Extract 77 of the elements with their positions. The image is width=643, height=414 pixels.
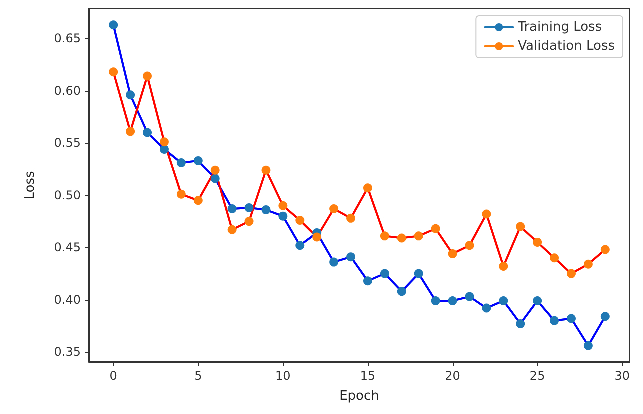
point xyxy=(431,296,440,306)
point xyxy=(244,217,254,226)
y-tick-label: 0.55 xyxy=(54,136,81,150)
point xyxy=(516,222,526,232)
point xyxy=(431,224,440,234)
point xyxy=(160,138,169,147)
x-tick-label: 20 xyxy=(445,369,460,383)
point xyxy=(448,296,458,306)
point xyxy=(210,166,220,175)
point xyxy=(160,144,169,154)
point xyxy=(584,341,593,350)
point xyxy=(465,292,474,302)
point xyxy=(346,214,356,223)
point xyxy=(600,312,610,322)
point xyxy=(550,254,560,263)
point xyxy=(380,269,390,278)
point xyxy=(533,296,542,306)
point xyxy=(414,269,424,278)
y-tick-label: 0.40 xyxy=(54,292,81,307)
point xyxy=(194,196,203,206)
point xyxy=(567,269,576,278)
point xyxy=(126,127,136,136)
point xyxy=(262,206,271,215)
point xyxy=(465,241,474,250)
point xyxy=(228,225,237,234)
point xyxy=(600,245,610,254)
point xyxy=(448,249,458,258)
point xyxy=(126,90,136,100)
point xyxy=(363,184,372,193)
point xyxy=(414,232,424,241)
point xyxy=(228,204,237,214)
y-tick-label: 0.50 xyxy=(54,188,81,202)
point xyxy=(194,156,203,166)
point xyxy=(516,319,526,328)
point xyxy=(346,252,356,262)
point xyxy=(109,20,118,30)
point xyxy=(262,166,271,175)
x-tick-label: 25 xyxy=(530,369,546,383)
point xyxy=(210,174,220,184)
point xyxy=(278,201,288,210)
point xyxy=(176,190,186,199)
point xyxy=(482,304,492,313)
y-axis-title: Loss xyxy=(23,171,38,200)
point xyxy=(312,232,322,242)
legend-label: Training Loss xyxy=(517,20,602,35)
point xyxy=(380,232,390,241)
y-tick-label: 0.45 xyxy=(54,240,81,255)
x-tick-label: 30 xyxy=(614,369,630,383)
x-tick-label: 15 xyxy=(360,369,376,383)
y-tick-label: 0.65 xyxy=(54,32,81,46)
point xyxy=(143,72,152,81)
point xyxy=(296,216,305,226)
point xyxy=(330,258,339,267)
point xyxy=(550,316,560,326)
x-tick-label: 5 xyxy=(194,369,202,383)
point xyxy=(176,158,186,168)
x-tick-label: 10 xyxy=(276,369,291,383)
point xyxy=(584,260,593,269)
point xyxy=(296,241,305,250)
point xyxy=(330,204,339,214)
point xyxy=(397,287,406,296)
x-tick-label: 0 xyxy=(110,369,118,383)
point xyxy=(499,262,508,271)
point xyxy=(244,203,254,212)
point xyxy=(109,68,118,77)
point xyxy=(499,296,508,306)
point xyxy=(533,238,542,247)
y-tick-label: 0.60 xyxy=(54,84,81,98)
legend-label: Validation Loss xyxy=(518,39,616,54)
x-axis-title: Epoch xyxy=(340,389,380,404)
point xyxy=(363,276,372,286)
point xyxy=(567,314,576,324)
point xyxy=(482,210,492,219)
y-tick-label: 0.35 xyxy=(54,345,81,360)
point xyxy=(278,212,288,221)
point xyxy=(143,128,152,138)
point xyxy=(397,234,406,243)
